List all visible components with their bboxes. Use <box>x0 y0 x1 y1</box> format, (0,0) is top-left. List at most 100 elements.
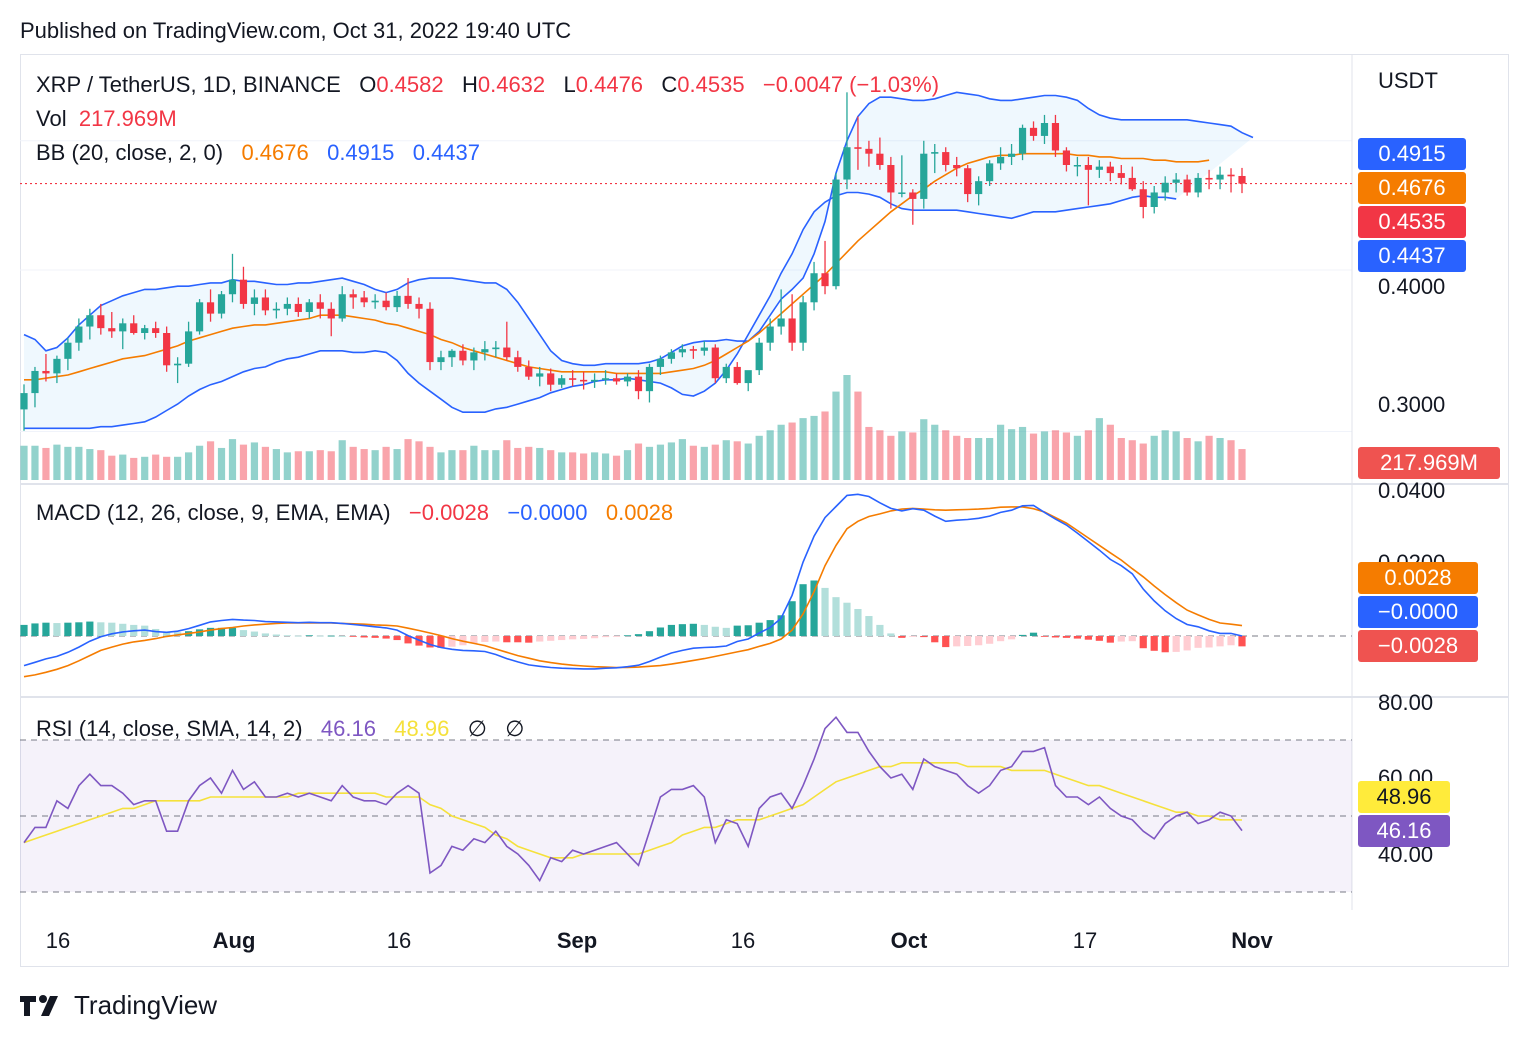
volume-tag: 217.969M <box>1358 447 1500 479</box>
macd-hist-bar <box>920 636 928 638</box>
macd-hist-bar <box>777 615 785 636</box>
volume-bar <box>887 435 895 480</box>
macd-line-value: −0.0000 <box>507 500 588 525</box>
date-tick-3: 16 <box>386 928 412 953</box>
macd-hist-bar <box>163 631 171 636</box>
candle-body <box>239 279 248 304</box>
macd-hist-bar <box>525 636 533 643</box>
macd-line <box>23 493 1243 670</box>
candle-body <box>64 342 72 359</box>
candle-body <box>86 315 94 327</box>
candle-body <box>53 358 61 374</box>
candle-body <box>612 378 621 382</box>
candle-body <box>689 349 697 351</box>
bb-basis-tag: 0.4676 <box>1358 172 1466 204</box>
macd-hist-bar <box>349 636 357 637</box>
candle-body <box>536 373 544 377</box>
candle-body <box>678 349 686 353</box>
volume-bar <box>634 443 643 480</box>
candle-body <box>130 323 138 333</box>
macd-hist-bar <box>843 602 851 636</box>
bb-lower-value: 0.4437 <box>412 140 481 165</box>
volume-bar <box>678 439 686 480</box>
macd-hist-bar <box>31 623 39 636</box>
rsi-na-2: ∅ <box>505 716 525 741</box>
candle-body <box>931 152 939 154</box>
macd-hist-bar <box>1150 636 1158 651</box>
candle-body <box>964 168 972 195</box>
candle-body <box>184 331 193 364</box>
candle-body <box>700 347 708 351</box>
macd-hist-bar <box>645 631 654 636</box>
volume-value: 217.969M <box>78 106 177 131</box>
volume-bar <box>448 450 456 480</box>
macd-hist-bar <box>75 622 83 636</box>
macd-hist-bar <box>393 636 401 641</box>
volume-bar <box>119 454 127 480</box>
macd-hist-bar <box>799 584 807 636</box>
macd-hist-bar <box>327 635 335 637</box>
macd-hist-bar <box>788 601 796 636</box>
rsi-legend[interactable]: RSI (14, close, SMA, 14, 2) 46.16 48.96 … <box>36 716 524 742</box>
volume-bar <box>1139 443 1147 480</box>
volume-bar <box>1227 440 1235 480</box>
candle-body <box>843 147 851 180</box>
candle-body <box>1095 166 1103 170</box>
macd-hist-bar <box>119 623 127 636</box>
currency-label[interactable]: USDT <box>1378 68 1438 93</box>
volume-bar <box>996 424 1005 480</box>
candle-body <box>514 357 522 367</box>
volume-bar <box>590 452 599 480</box>
macd-hist-bar <box>338 636 346 637</box>
macd-hist-bar <box>86 621 94 636</box>
volume-bar <box>821 411 829 480</box>
candle-body <box>1117 173 1125 178</box>
candle-body <box>31 370 39 394</box>
low-value: 0.4476 <box>575 72 644 97</box>
volume-bar <box>1205 435 1213 480</box>
macd-hist-bar <box>590 636 599 639</box>
volume-bar <box>909 432 917 480</box>
volume-bar <box>1161 430 1169 480</box>
volume-legend[interactable]: Vol 217.969M <box>36 106 177 132</box>
last-price-tag: 0.4535 <box>1358 206 1466 238</box>
candle-body <box>1139 189 1147 207</box>
volume-bar <box>1150 435 1158 480</box>
change-value: −0.0047 (−1.03%) <box>762 72 940 97</box>
macd-hist-bar <box>228 627 237 636</box>
volume-bar <box>711 444 719 480</box>
candle-body <box>1062 150 1071 165</box>
candle-body <box>228 279 237 295</box>
macd-hist-bar <box>1161 636 1169 653</box>
macd-hist-bar <box>975 636 983 646</box>
volume-bar <box>371 450 379 480</box>
volume-bar <box>1040 431 1049 480</box>
macd-legend[interactable]: MACD (12, 26, close, 9, EMA, EMA) −0.002… <box>36 500 673 526</box>
tradingview-brand[interactable]: TradingView <box>20 990 217 1021</box>
candle-body <box>1106 166 1114 174</box>
volume-bar <box>1128 440 1136 480</box>
candle-body <box>195 302 204 332</box>
macd-line-tag: −0.0000 <box>1358 596 1478 628</box>
volume-bar <box>514 447 522 480</box>
volume-bar <box>656 444 665 480</box>
volume-bar <box>986 438 994 480</box>
bb-legend[interactable]: BB (20, close, 2, 0) 0.4676 0.4915 0.443… <box>36 140 480 166</box>
volume-bar <box>733 441 741 480</box>
symbol-label[interactable]: XRP / TetherUS, 1D, BINANCE <box>36 72 341 97</box>
volume-bar <box>250 442 259 480</box>
candle-body <box>722 366 730 379</box>
volume-bar <box>492 450 500 480</box>
macd-hist-bar <box>1084 636 1092 640</box>
volume-bar <box>174 456 182 480</box>
candle-body <box>744 370 752 384</box>
candle-body <box>547 373 555 385</box>
macd-hist-bar <box>558 636 566 641</box>
macd-hist-bar <box>64 622 72 636</box>
volume-bar <box>623 450 632 480</box>
macd-hist-bar <box>1183 636 1191 651</box>
macd-hist-bar <box>1139 636 1147 649</box>
candle-body <box>1018 127 1027 154</box>
candle-body <box>711 347 719 379</box>
